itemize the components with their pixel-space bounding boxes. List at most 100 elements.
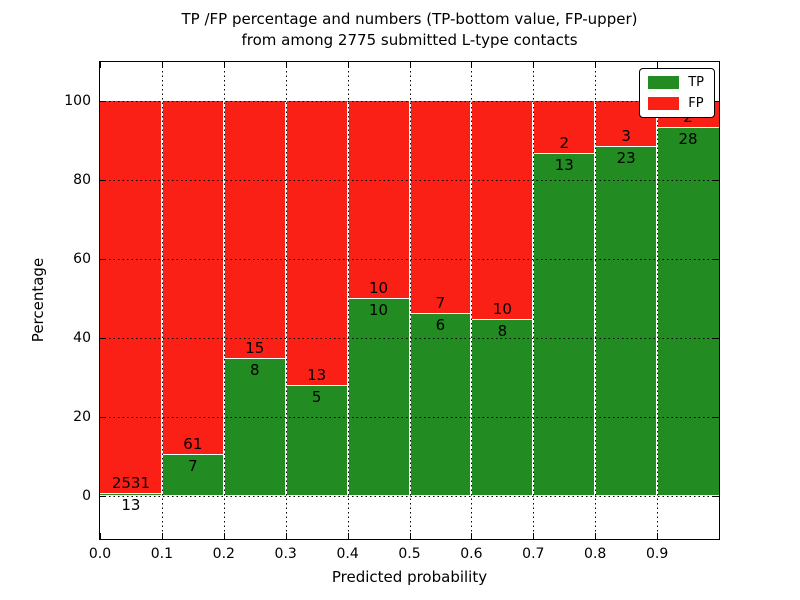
x-tick-label: 0.3	[274, 546, 297, 562]
x-axis-label: Predicted probability	[331, 568, 488, 586]
x-tick-mark	[409, 533, 411, 539]
fp-legend-swatch	[648, 97, 680, 110]
x-tick-mark	[657, 533, 659, 539]
x-gridline	[595, 62, 597, 539]
y-tick-label: 40	[73, 329, 91, 346]
bar-fp-segment	[161, 101, 224, 456]
x-tick-mark	[223, 62, 225, 68]
bar-tp-segment	[595, 146, 658, 496]
x-tick-label: 0.1	[150, 546, 174, 562]
legend-entry-fp: FP	[648, 96, 704, 111]
tp-legend-label: TP	[688, 75, 704, 90]
y-tick-mark	[100, 180, 106, 182]
tp-count-label: 10	[369, 300, 389, 319]
tp-count-label: 8	[249, 360, 260, 379]
bar-tp-segment	[100, 493, 162, 496]
y-gridline	[100, 495, 719, 497]
x-gridline	[657, 62, 659, 539]
y-tick-label: 100	[64, 93, 91, 110]
tp-count-label: 6	[435, 315, 446, 334]
x-gridline	[223, 62, 225, 539]
x-tick-mark	[347, 62, 349, 68]
bar-fp-segment	[100, 101, 162, 494]
x-tick-mark	[285, 533, 287, 539]
fp-count-label: 2	[559, 133, 570, 152]
x-tick-label: 0.7	[522, 546, 545, 562]
chart-title-line-1: TP /FP percentage and numbers (TP-bottom…	[181, 10, 638, 28]
x-tick-mark	[100, 62, 101, 68]
tp-count-label: 7	[188, 457, 198, 476]
tp-count-label: 8	[497, 322, 508, 341]
y-tick-mark	[713, 416, 719, 418]
x-tick-mark	[161, 533, 163, 539]
x-gridline	[285, 62, 287, 539]
bar-tp-segment	[471, 320, 534, 496]
chart-title-line-2: from among 2775 submitted L-type contact…	[241, 31, 578, 49]
x-gridline	[409, 62, 411, 539]
fp-count-label: 61	[183, 435, 203, 454]
x-tick-mark	[285, 62, 287, 68]
x-tick-mark	[533, 533, 535, 539]
x-gridline	[161, 62, 163, 539]
x-tick-label: 0.9	[645, 546, 669, 562]
fp-legend-label: FP	[688, 96, 704, 111]
plot-area: 2531136171581351010761082133232280.00.10…	[64, 61, 720, 562]
x-gridline	[347, 62, 349, 539]
y-tick-label: 0	[82, 487, 91, 504]
legend-entry-tp: TP	[648, 75, 704, 90]
x-tick-mark	[471, 533, 473, 539]
y-tick-mark	[713, 495, 719, 497]
x-tick-label: 0.8	[584, 546, 607, 562]
x-tick-mark	[533, 62, 535, 68]
legend: TP FP	[639, 68, 715, 118]
y-tick-mark	[713, 337, 719, 339]
y-tick-mark	[100, 101, 106, 103]
x-tick-label: 0.6	[460, 546, 483, 562]
chart-title: TP /FP percentage and numbers (TP-bottom…	[99, 9, 720, 51]
bar-tp-segment	[409, 313, 472, 496]
bar-tp-segment	[161, 455, 224, 496]
y-tick-mark	[100, 495, 106, 497]
bar-tp-segment	[657, 127, 719, 496]
x-tick-mark	[100, 533, 101, 539]
x-gridline	[471, 62, 473, 539]
x-tick-mark	[409, 62, 411, 68]
y-gridline	[100, 337, 719, 339]
fp-count-label: 10	[492, 300, 512, 319]
bar-fp-segment	[285, 101, 348, 387]
y-gridline	[100, 101, 719, 103]
y-gridline	[100, 259, 719, 261]
bar-tp-segment	[347, 298, 410, 496]
tp-count-label: 5	[311, 388, 322, 407]
x-tick-mark	[471, 62, 473, 68]
fp-count-label: 10	[369, 278, 389, 297]
bar-tp-segment	[533, 153, 596, 496]
y-tick-mark	[713, 259, 719, 261]
tp-count-label: 23	[616, 148, 636, 167]
tp-count-label: 13	[554, 155, 574, 174]
x-tick-label: 0.4	[336, 546, 359, 562]
fp-count-label: 7	[435, 293, 446, 312]
x-tick-mark	[595, 533, 597, 539]
y-tick-mark	[100, 259, 106, 261]
bar-fp-segment	[409, 101, 472, 314]
x-tick-label: 0.5	[398, 546, 421, 562]
x-tick-label: 0.2	[212, 546, 235, 562]
tp-count-label: 13	[121, 495, 141, 514]
x-tick-label: 0.0	[88, 546, 112, 562]
tp-legend-swatch	[648, 76, 680, 89]
y-tick-label: 20	[73, 408, 91, 425]
y-gridline	[100, 180, 719, 182]
fp-count-label: 2531	[111, 473, 151, 492]
bar-fp-segment	[223, 101, 286, 359]
fp-count-label: 3	[621, 126, 631, 145]
y-tick-mark	[713, 101, 719, 103]
y-tick-label: 80	[73, 172, 91, 189]
y-tick-mark	[100, 337, 106, 339]
x-gridline	[533, 62, 535, 539]
x-tick-mark	[347, 533, 349, 539]
x-tick-mark	[223, 533, 225, 539]
fp-count-label: 13	[307, 366, 327, 385]
y-tick-label: 60	[73, 251, 91, 268]
